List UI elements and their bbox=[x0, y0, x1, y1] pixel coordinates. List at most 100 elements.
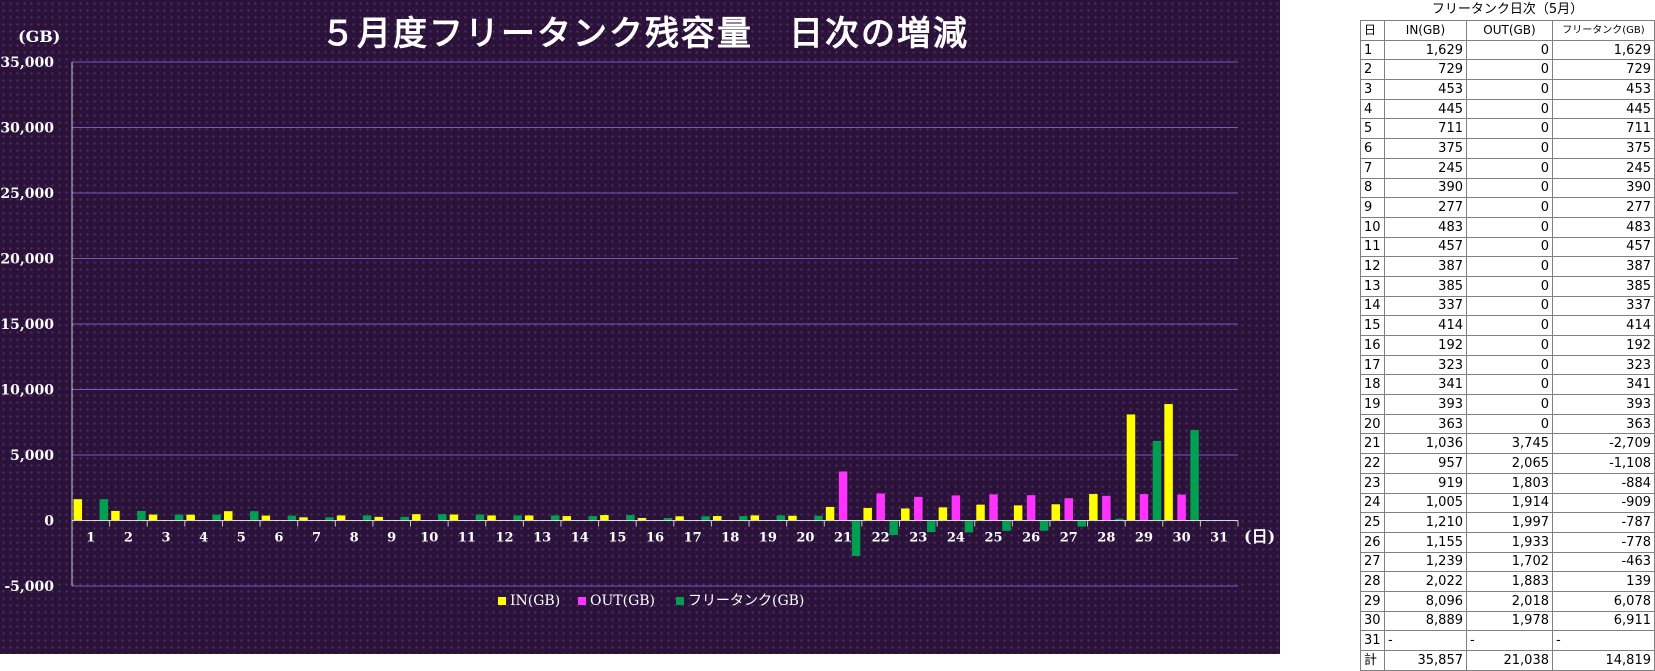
table-row: 8 390 0 390 bbox=[1360, 177, 1655, 199]
x-tick-label: 17 bbox=[684, 531, 702, 546]
total-out: 21,038 bbox=[1466, 650, 1553, 671]
row-in: 711 bbox=[1384, 118, 1467, 140]
header-out: OUT(GB) bbox=[1466, 20, 1553, 41]
row-day: 11 bbox=[1360, 236, 1385, 258]
row-out: 0 bbox=[1466, 98, 1553, 120]
y-tick-label: 30,000 bbox=[0, 121, 54, 137]
row-out: 0 bbox=[1466, 197, 1553, 218]
table-row: 9 277 0 277 bbox=[1360, 197, 1655, 218]
table-row: 2 729 0 729 bbox=[1360, 59, 1655, 81]
bar-in bbox=[712, 516, 722, 521]
row-free-tank: 341 bbox=[1552, 374, 1655, 396]
row-free-tank: 6,911 bbox=[1552, 610, 1655, 632]
table-row: 6 375 0 375 bbox=[1360, 138, 1655, 159]
bar-free-tank bbox=[99, 499, 109, 521]
row-in: 341 bbox=[1384, 374, 1467, 396]
bar-free-tank bbox=[475, 514, 485, 521]
legend: IN(GB) OUT(GB) フリータンク(GB) bbox=[498, 593, 804, 609]
table-row: 18 341 0 341 bbox=[1360, 374, 1655, 396]
table-row: 17 323 0 323 bbox=[1360, 354, 1655, 376]
row-free-tank: -2,709 bbox=[1552, 433, 1655, 455]
table-header-row: 日 IN(GB) OUT(GB) フリータンク(GB) bbox=[1360, 20, 1655, 41]
bar-free-tank bbox=[776, 515, 786, 521]
row-day: 24 bbox=[1360, 492, 1385, 514]
x-tick-label: 29 bbox=[1135, 531, 1153, 546]
row-out: 0 bbox=[1466, 138, 1553, 159]
legend-label: OUT(GB) bbox=[590, 593, 655, 609]
bar-free-tank bbox=[1115, 518, 1124, 521]
row-in: 1,036 bbox=[1384, 433, 1467, 455]
row-out: 1,914 bbox=[1466, 492, 1553, 514]
table-row: 25 1,210 1,997 -787 bbox=[1360, 512, 1655, 533]
row-in: 393 bbox=[1384, 394, 1467, 415]
table-row: 23 919 1,803 -884 bbox=[1360, 472, 1655, 494]
table-row: 24 1,005 1,914 -909 bbox=[1360, 492, 1655, 514]
table-row: 28 2,022 1,883 139 bbox=[1360, 571, 1655, 592]
row-out: 0 bbox=[1466, 295, 1553, 317]
row-free-tank: 363 bbox=[1552, 413, 1655, 435]
y-tick-label: 5,000 bbox=[10, 448, 54, 464]
row-in: 323 bbox=[1384, 354, 1467, 376]
row-day: 8 bbox=[1360, 177, 1385, 199]
row-day: 9 bbox=[1360, 197, 1385, 218]
x-tick-label: 12 bbox=[496, 531, 514, 546]
bar-in bbox=[976, 504, 985, 521]
row-free-tank: -463 bbox=[1552, 551, 1655, 573]
row-out: 0 bbox=[1466, 394, 1553, 415]
row-in: 337 bbox=[1384, 295, 1467, 317]
bar-in bbox=[600, 515, 609, 521]
row-day: 21 bbox=[1360, 433, 1385, 455]
header-day: 日 bbox=[1360, 20, 1385, 41]
row-free-tank: 729 bbox=[1552, 59, 1655, 81]
bar-in bbox=[73, 499, 83, 521]
row-in: - bbox=[1384, 630, 1467, 651]
bar-free-tank bbox=[287, 515, 297, 521]
row-out: 3,745 bbox=[1466, 433, 1553, 455]
chart-panel: ５月度フリータンク残容量 日次の増減 35,000 30,000 25,000 20,… bbox=[0, 0, 1280, 654]
bar-in bbox=[788, 515, 797, 521]
table-row: 20 363 0 363 bbox=[1360, 413, 1655, 435]
row-free-tank: 711 bbox=[1552, 118, 1655, 140]
bar-in bbox=[374, 516, 383, 521]
bar-in bbox=[863, 507, 872, 521]
y-tick-label: 20,000 bbox=[0, 252, 54, 268]
row-free-tank: 445 bbox=[1552, 98, 1655, 120]
row-day: 26 bbox=[1360, 531, 1385, 553]
data-table-panel: フリータンク日次（5月） 日 IN(GB) OUT(GB) フリータンク(GB)… bbox=[1360, 0, 1655, 671]
bar-in bbox=[449, 514, 459, 521]
bar-in bbox=[1126, 414, 1136, 521]
bar-out bbox=[914, 496, 923, 521]
table-caption: フリータンク日次（5月） bbox=[1431, 2, 1584, 17]
legend-swatch bbox=[676, 597, 684, 605]
table-row: 12 387 0 387 bbox=[1360, 256, 1655, 277]
row-out: 2,018 bbox=[1466, 590, 1553, 612]
x-tick-label: 26 bbox=[1022, 531, 1040, 546]
row-free-tank: 390 bbox=[1552, 177, 1655, 199]
row-day: 1 bbox=[1360, 39, 1385, 61]
x-tick-label: 3 bbox=[162, 531, 171, 546]
row-out: 1,933 bbox=[1466, 531, 1553, 553]
row-free-tank: 245 bbox=[1552, 157, 1655, 179]
bar-free-tank bbox=[438, 514, 447, 521]
row-in: 483 bbox=[1384, 216, 1467, 238]
x-tick-label: 24 bbox=[947, 531, 965, 546]
bar-in bbox=[825, 506, 835, 521]
chart-title: ５月度フリータンク残容量 日次の増減 bbox=[321, 14, 969, 54]
row-free-tank: 192 bbox=[1552, 335, 1655, 356]
table-row: 11 457 0 457 bbox=[1360, 236, 1655, 258]
bar-free-tank bbox=[212, 514, 221, 521]
table-row: 30 8,889 1,978 6,911 bbox=[1360, 610, 1655, 632]
x-tick-label: 10 bbox=[420, 531, 438, 546]
row-in: 387 bbox=[1384, 256, 1467, 277]
bar-out bbox=[1177, 494, 1186, 521]
table-row: 16 192 0 192 bbox=[1360, 335, 1655, 356]
row-free-tank: 483 bbox=[1552, 216, 1655, 238]
x-tick-label: 19 bbox=[759, 531, 777, 546]
bar-in bbox=[1013, 505, 1023, 521]
legend-label: IN(GB) bbox=[510, 593, 560, 609]
bar-in bbox=[111, 510, 120, 521]
table-row: 26 1,155 1,933 -778 bbox=[1360, 531, 1655, 553]
row-in: 192 bbox=[1384, 335, 1467, 356]
row-out: 0 bbox=[1466, 118, 1553, 140]
bar-free-tank bbox=[362, 515, 372, 521]
